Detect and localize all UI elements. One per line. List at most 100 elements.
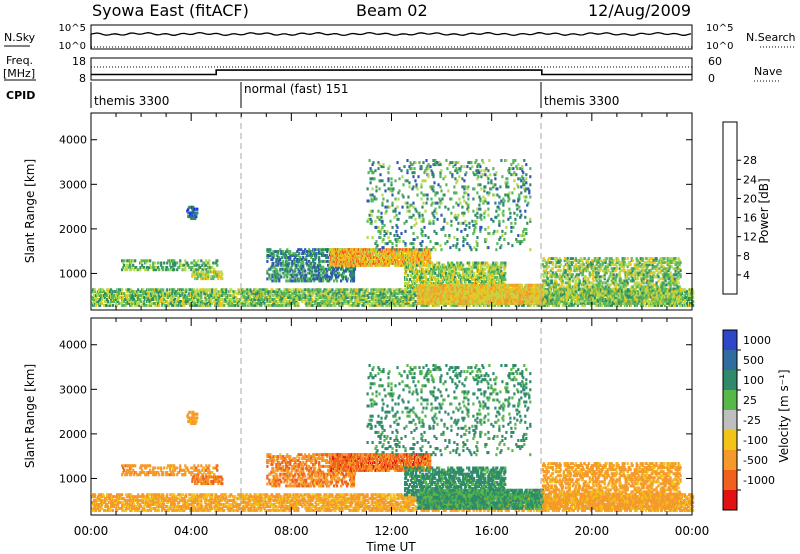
power-cell xyxy=(202,270,205,274)
power-cell xyxy=(386,292,389,296)
power-cell xyxy=(256,303,259,307)
power-cell xyxy=(236,298,239,301)
power-cell xyxy=(293,292,296,296)
power-cell xyxy=(381,300,384,303)
power-cell xyxy=(328,301,331,305)
power-cell xyxy=(182,288,185,292)
power-cell xyxy=(414,256,417,259)
power-cell xyxy=(124,268,127,272)
power-cell xyxy=(122,303,125,307)
power-cell xyxy=(195,303,198,307)
power-cell xyxy=(336,256,340,259)
power-cell xyxy=(138,303,141,307)
power-cell xyxy=(195,268,198,272)
power-cell xyxy=(409,269,412,273)
power-cell xyxy=(316,277,319,281)
power-cell xyxy=(291,261,294,265)
power-cell xyxy=(281,294,284,298)
power-cell xyxy=(302,296,305,300)
power-cell xyxy=(410,273,413,277)
power-cell xyxy=(244,290,247,294)
power-cell xyxy=(407,265,410,269)
power-cell xyxy=(92,296,95,300)
power-cell xyxy=(215,294,218,298)
power-cell xyxy=(188,266,191,269)
power-cell xyxy=(330,269,333,273)
power-cell xyxy=(194,211,197,215)
power-cell xyxy=(331,275,334,279)
power-cell xyxy=(308,267,311,271)
power-cell xyxy=(200,259,203,263)
power-cell xyxy=(445,271,448,275)
power-cell xyxy=(127,301,130,305)
power-cell xyxy=(101,290,104,294)
power-cell xyxy=(247,296,250,300)
power-cell xyxy=(570,301,573,305)
power-cell xyxy=(444,303,447,307)
power-cell xyxy=(445,280,448,284)
power-cell xyxy=(414,282,417,286)
power-cell xyxy=(692,290,695,294)
power-cell xyxy=(315,254,318,257)
power-cell xyxy=(570,298,573,301)
power-cell xyxy=(322,254,325,257)
power-cell xyxy=(169,261,172,265)
power-cell xyxy=(639,290,643,294)
power-cell xyxy=(280,300,283,303)
power-cell xyxy=(339,296,342,300)
power-cell xyxy=(301,271,304,275)
power-cell xyxy=(198,300,201,303)
power-cell xyxy=(285,254,288,257)
power-cell xyxy=(111,292,114,296)
power-cell xyxy=(441,278,444,281)
power-cell xyxy=(121,259,124,263)
power-cell xyxy=(281,263,284,267)
power-cell xyxy=(217,270,220,274)
power-cell xyxy=(358,261,362,265)
power-cell xyxy=(420,273,423,277)
power-cell xyxy=(338,265,341,269)
power-cell xyxy=(671,303,674,307)
power-cell xyxy=(685,296,688,300)
power-cell xyxy=(365,257,368,261)
power-cell xyxy=(248,290,251,294)
power-cell xyxy=(319,267,322,271)
power-cell xyxy=(388,298,391,301)
power-cell xyxy=(217,298,220,301)
power-cell xyxy=(438,267,441,271)
power-cell xyxy=(265,296,268,300)
power-cell xyxy=(262,292,265,296)
power-cell xyxy=(434,271,437,275)
power-cell xyxy=(472,303,475,307)
power-cell xyxy=(169,263,172,267)
power-cell xyxy=(384,252,387,256)
power-cell xyxy=(203,290,206,294)
power-cell xyxy=(335,269,338,273)
power-cell xyxy=(432,275,435,279)
power-cell xyxy=(322,271,325,275)
power-cell xyxy=(412,267,415,271)
power-cell xyxy=(279,269,282,273)
power-cell xyxy=(237,303,240,307)
power-cell xyxy=(390,292,393,296)
freq-line xyxy=(91,69,692,76)
power-cell xyxy=(417,252,420,256)
power-cell xyxy=(107,303,110,307)
power-cell xyxy=(403,296,406,300)
power-cell xyxy=(205,288,208,292)
power-cell xyxy=(395,250,398,254)
power-cell xyxy=(141,263,144,267)
power-cell xyxy=(420,271,423,275)
power-cell xyxy=(497,303,500,307)
power-cell xyxy=(371,296,374,300)
power-cell xyxy=(310,292,313,296)
power-cell xyxy=(200,290,203,294)
power-cell xyxy=(230,288,233,292)
power-cell xyxy=(278,277,281,281)
power-cell xyxy=(283,267,286,271)
power-cell xyxy=(393,303,396,307)
power-cell xyxy=(123,263,126,267)
power-cell xyxy=(269,277,272,281)
power-cell xyxy=(422,259,425,263)
power-cell xyxy=(315,265,318,269)
